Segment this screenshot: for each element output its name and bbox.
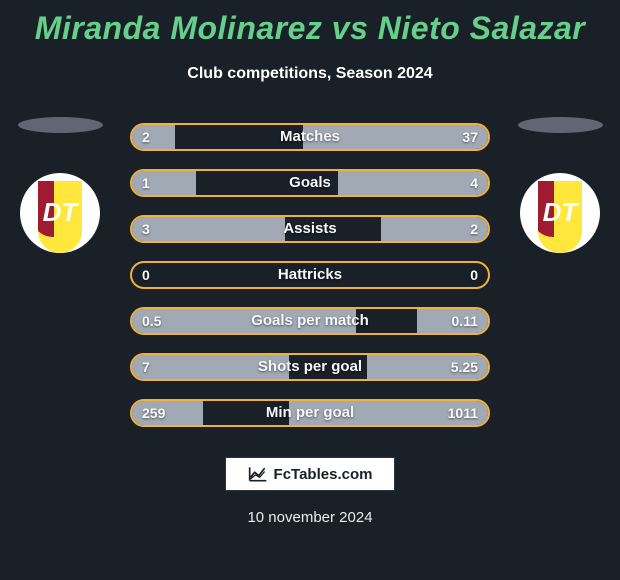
stat-value-left: 2 <box>142 125 150 149</box>
title-player-right: Nieto Salazar <box>378 10 585 46</box>
title-player-left: Miranda Molinarez <box>35 10 323 46</box>
stat-label: Goals per match <box>132 309 488 333</box>
badge-letters: DT <box>543 197 580 227</box>
stat-value-right: 0.11 <box>452 309 478 333</box>
player-column-left: DT <box>10 123 110 253</box>
stat-value-right: 1011 <box>448 401 478 425</box>
stat-label: Hattricks <box>132 263 488 287</box>
stat-value-right: 2 <box>470 217 478 241</box>
stat-value-left: 259 <box>142 401 165 425</box>
stat-row: Assists3 2 <box>130 215 490 243</box>
attribution-box: FcTables.com <box>225 457 395 491</box>
stat-label: Matches <box>132 125 488 149</box>
stat-label: Assists <box>132 217 488 241</box>
stat-label: Shots per goal <box>132 355 488 379</box>
stat-label: Min per goal <box>132 401 488 425</box>
badge-letters: DT <box>43 197 80 227</box>
stat-value-right: 0 <box>470 263 478 287</box>
stat-value-left: 1 <box>142 171 150 195</box>
stat-row: Goals1 4 <box>130 169 490 197</box>
stat-row: Matches2 37 <box>130 123 490 151</box>
stat-row: Goals per match0.5 0.11 <box>130 307 490 335</box>
stat-value-right: 5.25 <box>451 355 478 379</box>
stat-row: Shots per goal7 5.25 <box>130 353 490 381</box>
title-vs: vs <box>332 10 369 46</box>
stat-value-left: 0 <box>142 263 150 287</box>
stat-bars: Matches237Goals14Assists32Hattricks00Goa… <box>130 123 490 427</box>
club-badge-left: DT <box>20 173 100 253</box>
club-badge-right: DT <box>520 173 600 253</box>
stat-value-right: 37 <box>462 125 478 149</box>
stat-row: Min per goal259 1011 <box>130 399 490 427</box>
player-column-right: DT <box>510 123 610 253</box>
stat-value-left: 3 <box>142 217 150 241</box>
stat-label: Goals <box>132 171 488 195</box>
page-title: Miranda Molinarez vs Nieto Salazar <box>0 0 620 47</box>
stat-value-right: 4 <box>470 171 478 195</box>
player-shadow-right <box>518 117 603 133</box>
stat-value-left: 7 <box>142 355 150 379</box>
subtitle: Club competitions, Season 2024 <box>0 65 620 83</box>
date-text: 10 november 2024 <box>0 509 620 526</box>
attribution-text: FcTables.com <box>274 466 373 483</box>
comparison-chart: DT DT Matches237Goals14Assists32Hattrick… <box>0 123 620 427</box>
stat-value-left: 0.5 <box>142 309 161 333</box>
chart-icon <box>248 465 268 483</box>
player-shadow-left <box>18 117 103 133</box>
stat-row: Hattricks0 0 <box>130 261 490 289</box>
